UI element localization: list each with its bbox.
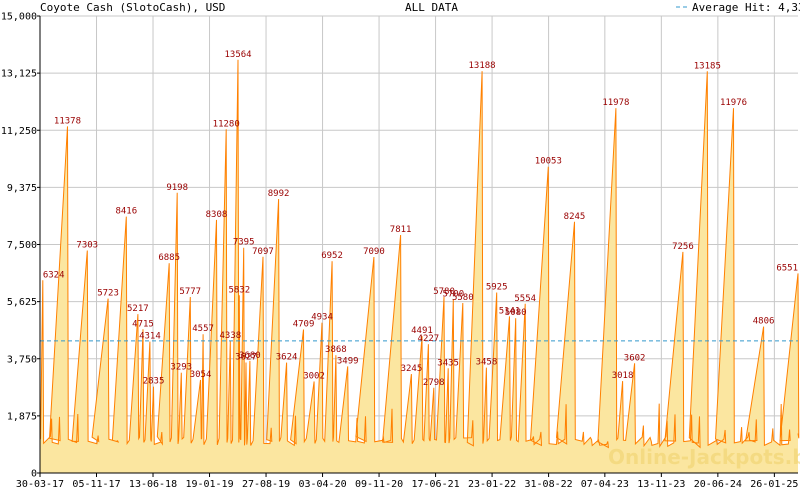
data-label: 3293	[170, 363, 192, 373]
data-label: 9198	[166, 183, 188, 193]
data-label: 2798	[423, 378, 445, 388]
data-label: 13185	[694, 61, 721, 71]
data-label: 5832	[228, 285, 250, 295]
data-label: 4557	[192, 324, 214, 334]
data-label: 5580	[452, 293, 474, 303]
data-label: 4715	[132, 319, 154, 329]
data-label: 3602	[624, 353, 646, 363]
data-label: 7090	[363, 247, 385, 257]
data-label: 7097	[252, 247, 274, 257]
x-tick-label: 17-06-21	[411, 479, 459, 490]
data-label: 2835	[143, 377, 165, 387]
data-label: 11976	[720, 98, 747, 108]
x-tick-label: 30-03-17	[16, 479, 64, 490]
data-label: 4806	[753, 317, 775, 327]
data-label: 5780	[433, 287, 455, 297]
data-label: 11378	[54, 116, 81, 126]
legend: Average Hit: 4,337	[676, 1, 800, 14]
legend-average-label: Average Hit: 4,337	[692, 1, 800, 14]
data-label: 5554	[514, 294, 536, 304]
data-label: 4491	[411, 326, 433, 336]
data-label: 5217	[127, 304, 149, 314]
series-line	[39, 59, 800, 449]
data-label: 5700	[442, 289, 464, 299]
x-tick-label: 27-08-19	[242, 479, 290, 490]
chart-title: Coyote Cash (SlotoCash), USD	[40, 1, 225, 14]
data-label: 7303	[76, 241, 98, 251]
data-label: 13188	[469, 61, 496, 71]
data-label: 3054	[190, 370, 212, 380]
data-label: 6551	[776, 263, 798, 273]
series-area	[39, 59, 800, 474]
data-label: 11978	[602, 98, 629, 108]
x-tick-label: 31-08-22	[525, 479, 573, 490]
data-label: 3002	[303, 372, 325, 382]
data-label: 3624	[276, 353, 298, 363]
y-tick-label: 7,500	[7, 240, 37, 251]
watermark: Online-Jackpots.biz	[608, 445, 800, 469]
y-tick-label: 5,625	[7, 297, 37, 308]
x-tick-label: 05-11-17	[72, 479, 120, 490]
data-label: 5925	[486, 282, 508, 292]
data-label: 4338	[219, 331, 241, 341]
data-label: 3680	[239, 351, 261, 361]
data-label: 6952	[321, 251, 343, 261]
data-label: 3627	[235, 352, 257, 362]
data-label: 11280	[213, 119, 240, 129]
x-tick-label: 19-01-19	[185, 479, 233, 490]
y-tick-label: 3,750	[7, 354, 37, 365]
data-label: 4934	[311, 313, 333, 323]
y-tick-label: 9,375	[7, 183, 37, 194]
data-label: 4227	[418, 334, 440, 344]
x-tick-label: 26-01-25	[750, 479, 798, 490]
data-label: 5723	[97, 289, 119, 299]
y-tick-label: 11,250	[1, 126, 37, 137]
axes: 0 1,875 3,750 5,625 7,500 9,375 11,250 13,125 15…	[1, 12, 799, 490]
data-label: 5141	[499, 306, 521, 316]
data-label: 10053	[535, 157, 562, 167]
x-tick-label: 13-06-18	[129, 479, 177, 490]
y-tick-label: 13,125	[1, 69, 37, 80]
data-label: 8308	[206, 210, 228, 220]
y-tick-label: 15,000	[1, 12, 37, 23]
y-tick-label: 0	[31, 469, 37, 480]
data-label: 8416	[115, 207, 137, 217]
data-label: 3868	[325, 345, 347, 355]
data-label: 7256	[672, 242, 694, 252]
data-label: 5777	[179, 287, 201, 297]
data-label: 7395	[233, 238, 255, 248]
data-label: 6885	[158, 253, 180, 263]
data-label: 13564	[224, 50, 251, 60]
x-tick-label: 07-04-23	[581, 479, 629, 490]
y-tick-label: 1,875	[7, 411, 37, 422]
data-label: 8245	[564, 212, 586, 222]
data-label: 6324	[43, 270, 65, 280]
x-tick-label: 20-06-24	[694, 479, 742, 490]
x-tick-label: 09-11-20	[355, 479, 403, 490]
data-label: 8992	[268, 189, 290, 199]
data-label: 5080	[505, 308, 527, 318]
x-tick-label: 13-11-23	[637, 479, 685, 490]
data-label: 4709	[293, 320, 315, 330]
data-label: 3499	[337, 356, 359, 366]
chart-subtitle: ALL DATA	[405, 1, 458, 14]
data-label: 3458	[476, 358, 498, 368]
data-label: 7811	[390, 225, 412, 235]
data-label: 4314	[139, 332, 161, 342]
data-labels: 6324 11378 7303 5723 8416 5217 4715 4314 2835 688…	[43, 50, 798, 388]
data-label: 3435	[437, 358, 459, 368]
data-label: 3245	[401, 364, 423, 374]
x-tick-label: 23-01-22	[468, 479, 516, 490]
data-label: 3018	[612, 371, 634, 381]
x-tick-label: 03-04-20	[298, 479, 346, 490]
